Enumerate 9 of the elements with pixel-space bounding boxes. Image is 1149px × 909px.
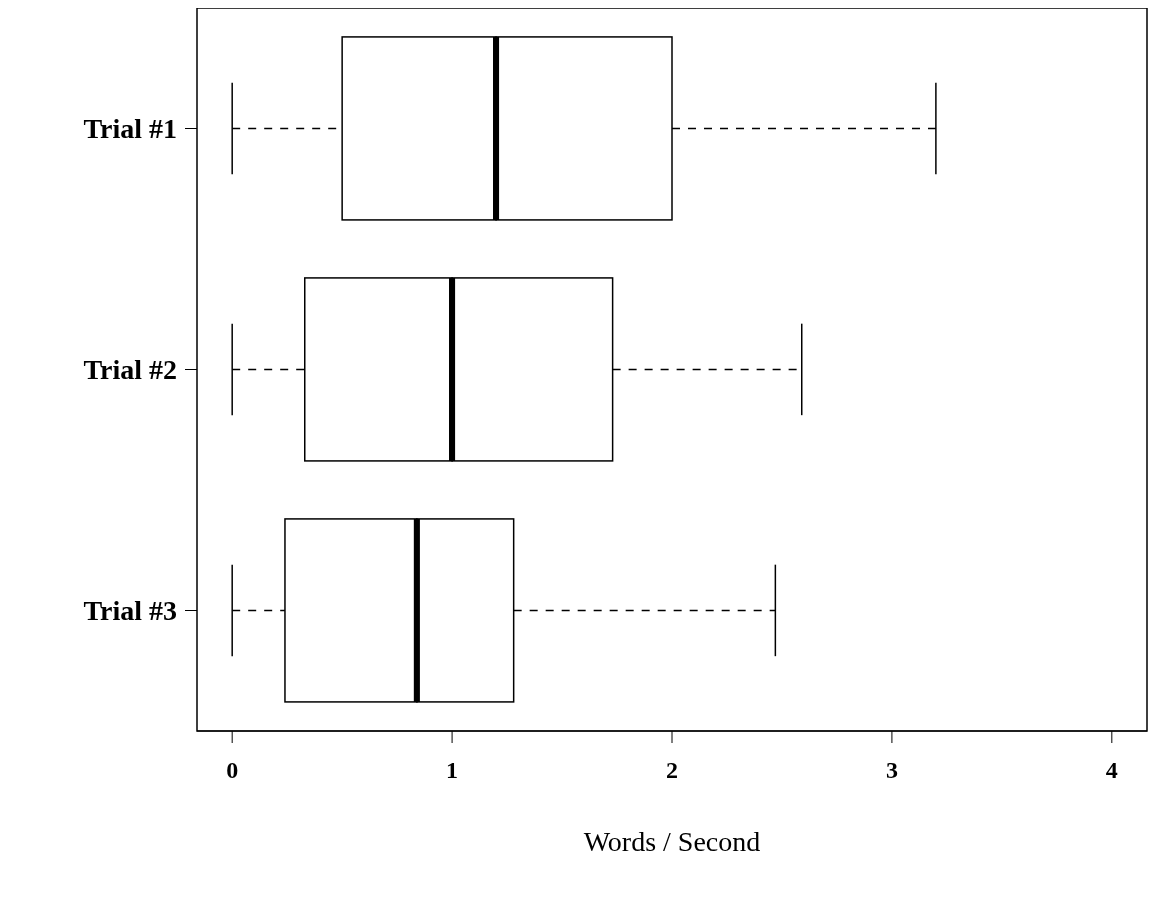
y-tick-label: Trial #1 — [83, 113, 177, 145]
x-axis-title: Words / Second — [583, 826, 761, 857]
x-tick-label: 4 — [1105, 757, 1118, 784]
x-tick-label: 1 — [446, 757, 459, 784]
x-tick-label: 2 — [666, 757, 678, 784]
y-tick-label: Trial #3 — [83, 595, 177, 627]
x-tick-label: 3 — [885, 757, 898, 784]
y-tick-label: Trial #2 — [83, 354, 177, 386]
x-tick-label: 0 — [226, 757, 239, 784]
